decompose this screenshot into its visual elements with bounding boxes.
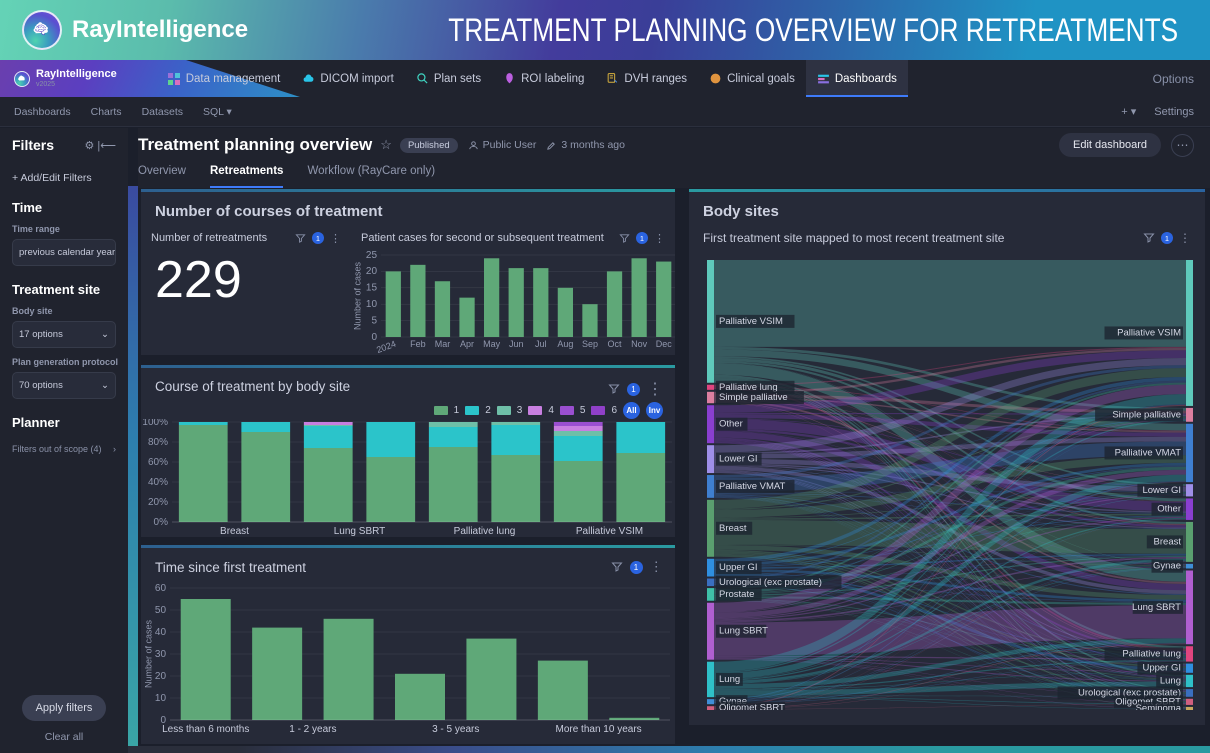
svg-text:Palliative VSIM: Palliative VSIM <box>719 316 783 327</box>
svg-text:Upper GI: Upper GI <box>719 562 758 573</box>
svg-text:Upper GI: Upper GI <box>1142 663 1181 674</box>
svg-text:Breast: Breast <box>1154 536 1182 547</box>
svg-text:Other: Other <box>719 419 743 430</box>
svg-text:Palliative lung: Palliative lung <box>1122 648 1181 659</box>
svg-text:Palliative VSIM: Palliative VSIM <box>1117 327 1181 338</box>
svg-text:Prostate: Prostate <box>719 589 754 600</box>
svg-text:Gynae: Gynae <box>1153 561 1181 572</box>
svg-text:Breast: Breast <box>719 523 747 534</box>
svg-text:Lung: Lung <box>719 674 740 685</box>
svg-text:Lung: Lung <box>1160 675 1181 686</box>
svg-text:Lung SBRT: Lung SBRT <box>1132 602 1181 613</box>
svg-text:Other: Other <box>1157 504 1181 515</box>
svg-text:Seminoma: Seminoma <box>1136 703 1182 710</box>
svg-text:Urological (exc prostate): Urological (exc prostate) <box>719 577 822 588</box>
svg-text:Palliative VMAT: Palliative VMAT <box>1115 447 1182 458</box>
svg-text:Lung SBRT: Lung SBRT <box>719 626 768 637</box>
svg-text:Lower GI: Lower GI <box>1142 485 1181 496</box>
svg-text:Palliative VMAT: Palliative VMAT <box>719 481 786 492</box>
svg-text:Simple palliative: Simple palliative <box>719 392 788 403</box>
svg-text:Simple palliative: Simple palliative <box>1112 409 1181 420</box>
svg-text:Oligomet SBRT: Oligomet SBRT <box>719 703 785 710</box>
svg-text:Lower GI: Lower GI <box>719 454 758 465</box>
